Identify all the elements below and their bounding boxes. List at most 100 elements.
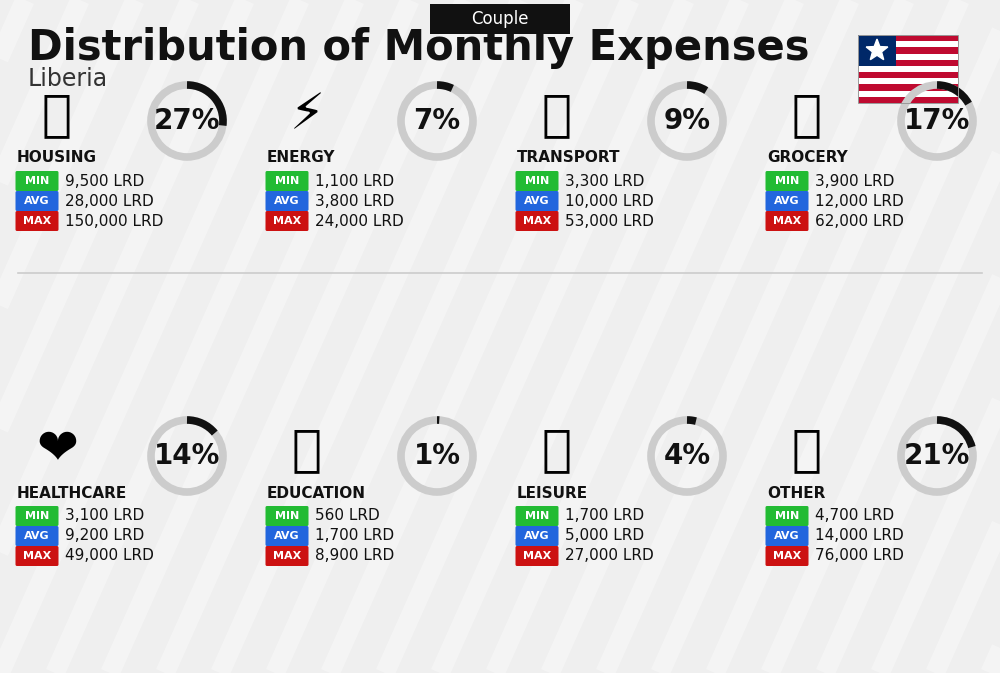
Text: Distribution of Monthly Expenses: Distribution of Monthly Expenses	[28, 27, 810, 69]
Text: AVG: AVG	[274, 196, 300, 206]
Text: MIN: MIN	[775, 176, 799, 186]
FancyBboxPatch shape	[16, 526, 58, 546]
FancyBboxPatch shape	[430, 4, 570, 34]
Text: MIN: MIN	[525, 176, 549, 186]
Text: MIN: MIN	[275, 511, 299, 521]
Text: 14%: 14%	[154, 442, 220, 470]
FancyBboxPatch shape	[16, 171, 58, 191]
Text: 150,000 LRD: 150,000 LRD	[65, 213, 163, 229]
Text: 17%: 17%	[904, 107, 970, 135]
Text: MIN: MIN	[775, 511, 799, 521]
Text: MIN: MIN	[25, 511, 49, 521]
FancyBboxPatch shape	[16, 546, 58, 566]
Text: MAX: MAX	[273, 216, 301, 226]
Polygon shape	[866, 39, 888, 60]
FancyBboxPatch shape	[858, 60, 958, 66]
Text: 10,000 LRD: 10,000 LRD	[565, 194, 654, 209]
FancyBboxPatch shape	[858, 97, 958, 103]
Text: MAX: MAX	[773, 216, 801, 226]
Text: AVG: AVG	[524, 196, 550, 206]
FancyBboxPatch shape	[266, 506, 308, 526]
Text: 💰: 💰	[792, 426, 822, 474]
Text: 27,000 LRD: 27,000 LRD	[565, 548, 654, 563]
Text: AVG: AVG	[24, 196, 50, 206]
Text: 560 LRD: 560 LRD	[315, 509, 380, 524]
Text: 1%: 1%	[414, 442, 460, 470]
FancyBboxPatch shape	[266, 526, 308, 546]
Text: 8,900 LRD: 8,900 LRD	[315, 548, 394, 563]
Text: AVG: AVG	[24, 531, 50, 541]
Text: 27%: 27%	[154, 107, 220, 135]
Text: LEISURE: LEISURE	[517, 485, 588, 501]
Text: 3,900 LRD: 3,900 LRD	[815, 174, 894, 188]
FancyBboxPatch shape	[516, 171, 558, 191]
FancyBboxPatch shape	[766, 191, 808, 211]
FancyBboxPatch shape	[858, 78, 958, 84]
FancyBboxPatch shape	[766, 506, 808, 526]
Text: MAX: MAX	[523, 551, 551, 561]
Text: 🎓: 🎓	[292, 426, 322, 474]
Text: 3,100 LRD: 3,100 LRD	[65, 509, 144, 524]
Text: HEALTHCARE: HEALTHCARE	[17, 485, 127, 501]
Text: 4,700 LRD: 4,700 LRD	[815, 509, 894, 524]
Text: GROCERY: GROCERY	[767, 151, 848, 166]
FancyBboxPatch shape	[858, 72, 958, 78]
Text: 9,500 LRD: 9,500 LRD	[65, 174, 144, 188]
Text: 7%: 7%	[413, 107, 461, 135]
Text: Couple: Couple	[471, 10, 529, 28]
Text: 76,000 LRD: 76,000 LRD	[815, 548, 904, 563]
Text: MIN: MIN	[275, 176, 299, 186]
FancyBboxPatch shape	[766, 171, 808, 191]
Text: AVG: AVG	[774, 196, 800, 206]
Text: AVG: AVG	[524, 531, 550, 541]
FancyBboxPatch shape	[858, 47, 958, 54]
Text: ENERGY: ENERGY	[267, 151, 336, 166]
FancyBboxPatch shape	[858, 66, 958, 72]
FancyBboxPatch shape	[858, 35, 896, 66]
FancyBboxPatch shape	[16, 211, 58, 231]
FancyBboxPatch shape	[16, 506, 58, 526]
Text: 14,000 LRD: 14,000 LRD	[815, 528, 904, 544]
Text: OTHER: OTHER	[767, 485, 825, 501]
Text: ⚡: ⚡	[289, 91, 325, 139]
FancyBboxPatch shape	[858, 41, 958, 47]
FancyBboxPatch shape	[516, 506, 558, 526]
Text: Liberia: Liberia	[28, 67, 108, 91]
Text: 21%: 21%	[904, 442, 970, 470]
Text: MAX: MAX	[773, 551, 801, 561]
Text: 4%: 4%	[663, 442, 711, 470]
Text: MAX: MAX	[273, 551, 301, 561]
Text: ❤: ❤	[36, 426, 78, 474]
Text: MAX: MAX	[23, 216, 51, 226]
FancyBboxPatch shape	[858, 54, 958, 60]
FancyBboxPatch shape	[266, 191, 308, 211]
Text: 3,800 LRD: 3,800 LRD	[315, 194, 394, 209]
Text: MIN: MIN	[25, 176, 49, 186]
Text: AVG: AVG	[774, 531, 800, 541]
FancyBboxPatch shape	[266, 211, 308, 231]
Text: 3,300 LRD: 3,300 LRD	[565, 174, 644, 188]
FancyBboxPatch shape	[266, 171, 308, 191]
Text: 🏢: 🏢	[42, 91, 72, 139]
Text: 1,700 LRD: 1,700 LRD	[565, 509, 644, 524]
FancyBboxPatch shape	[516, 191, 558, 211]
Text: MAX: MAX	[523, 216, 551, 226]
FancyBboxPatch shape	[766, 526, 808, 546]
FancyBboxPatch shape	[266, 546, 308, 566]
FancyBboxPatch shape	[516, 546, 558, 566]
Text: 🚌: 🚌	[542, 91, 572, 139]
Text: 9,200 LRD: 9,200 LRD	[65, 528, 144, 544]
FancyBboxPatch shape	[858, 84, 958, 91]
FancyBboxPatch shape	[516, 526, 558, 546]
Text: 62,000 LRD: 62,000 LRD	[815, 213, 904, 229]
Text: 12,000 LRD: 12,000 LRD	[815, 194, 904, 209]
FancyBboxPatch shape	[516, 211, 558, 231]
Text: 24,000 LRD: 24,000 LRD	[315, 213, 404, 229]
Text: MIN: MIN	[525, 511, 549, 521]
Text: 28,000 LRD: 28,000 LRD	[65, 194, 154, 209]
FancyBboxPatch shape	[16, 191, 58, 211]
Text: 🛒: 🛒	[792, 91, 822, 139]
Text: 🛍: 🛍	[542, 426, 572, 474]
FancyBboxPatch shape	[766, 546, 808, 566]
Text: 1,700 LRD: 1,700 LRD	[315, 528, 394, 544]
